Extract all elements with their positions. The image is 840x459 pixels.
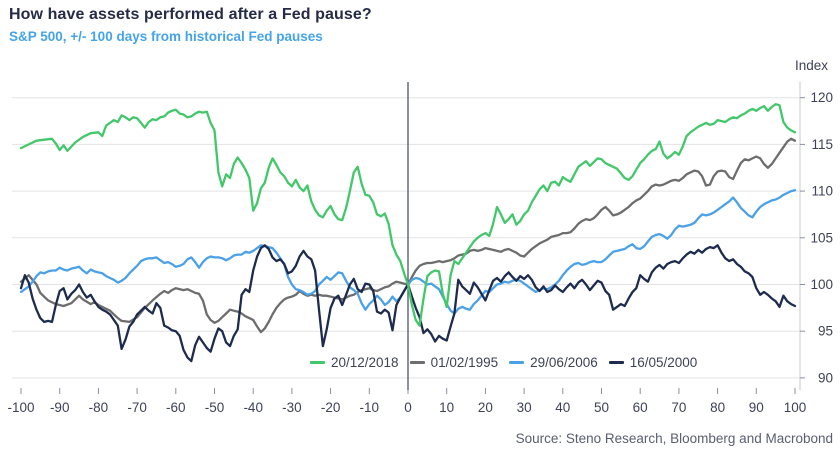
svg-text:-10: -10 [360,400,380,415]
legend-item-1995: 01/02/1995 [409,355,499,370]
svg-text:100: 100 [810,277,833,292]
svg-text:120: 120 [810,90,833,105]
svg-text:10: 10 [439,400,454,415]
svg-text:60: 60 [633,400,648,415]
legend-item-2000: 16/05/2000 [608,355,698,370]
legend-label-2018: 20/12/2018 [331,355,399,370]
legend-item-2018: 20/12/2018 [310,355,399,370]
axes [20,82,805,394]
gridlines [12,97,800,379]
svg-text:-40: -40 [243,400,263,415]
legend-label-2000: 16/05/2000 [629,355,698,370]
svg-text:90: 90 [818,370,833,385]
svg-text:30: 30 [517,400,532,415]
svg-text:20: 20 [478,400,493,415]
svg-text:115: 115 [811,137,833,152]
svg-text:-90: -90 [50,400,70,415]
legend: 20/12/2018 01/02/1995 29/06/2006 16/05/2… [310,355,697,370]
svg-text:-20: -20 [321,400,341,415]
series-lines [19,103,797,363]
svg-text:80: 80 [710,400,725,415]
svg-text:95: 95 [818,324,833,339]
svg-text:-60: -60 [166,400,186,415]
svg-text:100: 100 [784,400,807,415]
svg-text:70: 70 [671,400,686,415]
page-title: How have assets performed after a Fed pa… [9,6,372,23]
svg-text:-50: -50 [205,400,225,415]
svg-text:110: 110 [811,184,833,199]
legend-swatch-2018 [310,361,325,364]
svg-text:-70: -70 [127,400,147,415]
chart-subtitle: S&P 500, +/- 100 days from historical Fe… [9,29,323,44]
legend-swatch-2006 [509,361,525,364]
svg-text:-100: -100 [7,400,34,415]
svg-text:40: 40 [555,400,570,415]
legend-swatch-1995 [409,361,425,364]
svg-text:105: 105 [810,230,833,245]
svg-text:0: 0 [404,400,412,415]
legend-item-2006: 29/06/2006 [509,355,598,370]
legend-label-2006: 29/06/2006 [530,355,598,370]
y-axis-title: Index [794,58,828,73]
svg-text:50: 50 [594,400,609,415]
svg-text:90: 90 [749,400,764,415]
legend-label-1995: 01/02/1995 [430,355,499,370]
svg-text:-80: -80 [89,400,109,415]
svg-text:-30: -30 [282,400,302,415]
legend-swatch-2000 [608,361,624,364]
source-credit: Source: Steno Research, Bloomberg and Ma… [515,431,833,446]
